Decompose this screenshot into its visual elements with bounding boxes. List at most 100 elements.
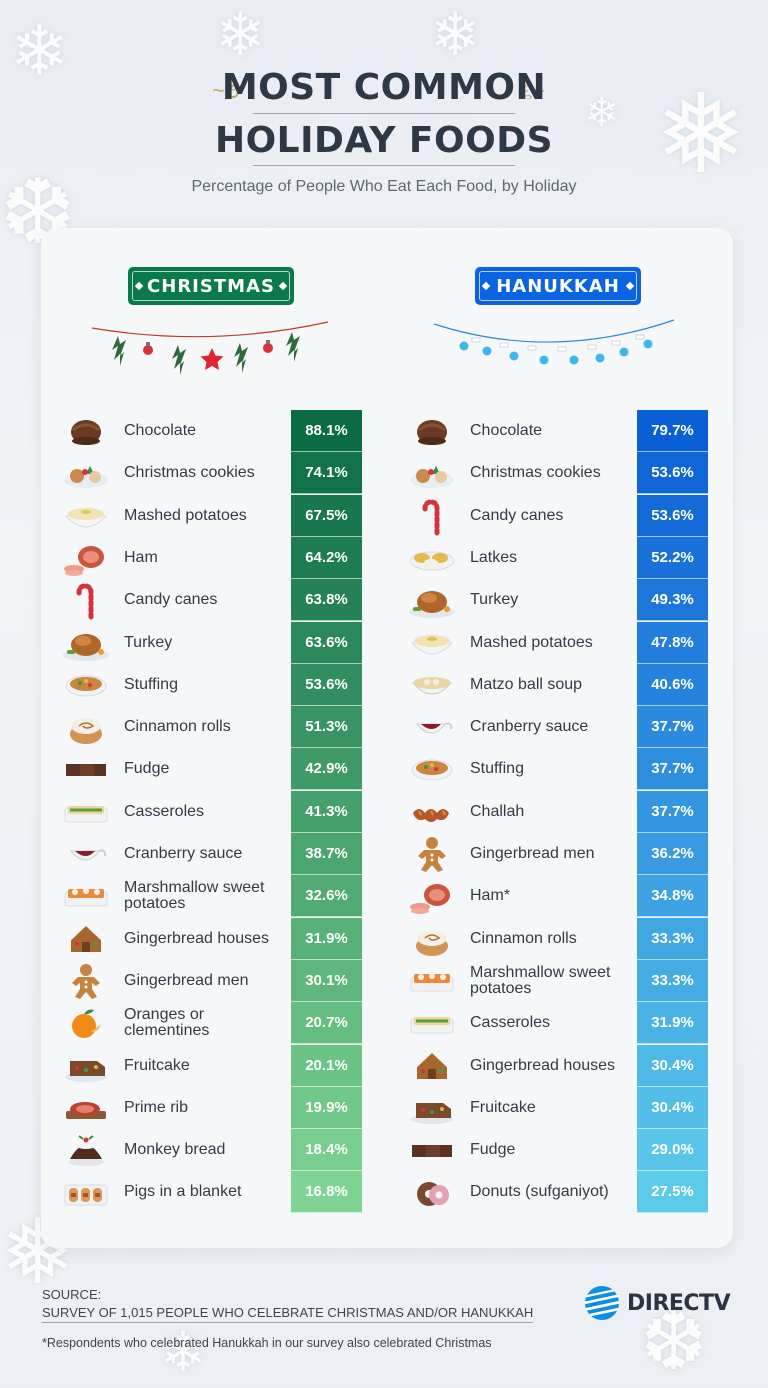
percentage-cell: 47.8%	[637, 621, 708, 664]
att-globe-icon	[585, 1286, 619, 1320]
table-row: Gingerbread houses 31.9%	[61, 917, 362, 960]
food-label: Gingerbread houses	[470, 1056, 615, 1074]
table-row: Ham* 34.8%	[407, 875, 708, 918]
food-label: Latkes	[470, 548, 518, 566]
candycane-icon	[61, 579, 111, 621]
percentage-cell: 64.2%	[291, 536, 362, 579]
percentage-cell: 37.7%	[637, 706, 708, 749]
mashed-icon	[407, 622, 457, 664]
percentage-cell: 30.1%	[291, 959, 362, 1002]
percentage-cell: 27.5%	[637, 1171, 708, 1214]
food-label: Candy canes	[470, 506, 564, 524]
table-row: Fudge 42.9%	[61, 748, 362, 791]
source-text: SURVEY OF 1,015 PEOPLE WHO CELEBRATE CHR…	[42, 1305, 534, 1323]
percentage-cell: 32.6%	[291, 875, 362, 918]
hanukkah-title: HANUKKAH	[496, 275, 620, 297]
percentage-cell: 16.8%	[291, 1171, 362, 1214]
pigs-icon	[61, 1171, 111, 1213]
percentage-cell: 20.7%	[291, 1002, 362, 1045]
percentage-cell: 41.3%	[291, 790, 362, 833]
percentage-cell: 30.4%	[637, 1086, 708, 1129]
percentage-cell: 51.3%	[291, 706, 362, 749]
percentage-cell: 37.7%	[637, 790, 708, 833]
food-label: Stuffing	[124, 675, 178, 693]
table-row: Fruitcake 30.4%	[407, 1086, 708, 1129]
food-label: Cranberry sauce	[124, 845, 243, 862]
fudge-icon	[407, 1129, 457, 1171]
fruitcake-icon	[407, 1087, 457, 1129]
food-label: Ham*	[470, 887, 511, 905]
candycane-icon	[407, 495, 457, 537]
table-row: Cinnamon rolls 33.3%	[407, 917, 708, 960]
percentage-cell: 29.0%	[637, 1129, 708, 1172]
food-label: Oranges or clementines	[124, 1006, 210, 1040]
title-divider	[253, 165, 515, 166]
table-row: Challah 37.7%	[407, 790, 708, 833]
table-row: Cranberry sauce 38.7%	[61, 833, 362, 875]
table-row: Monkey bread 18.4%	[61, 1129, 362, 1172]
cinnamon-icon	[407, 918, 457, 960]
percentage-cell: 33.3%	[637, 959, 708, 1002]
sweetpotato-icon	[61, 875, 111, 917]
latkes-icon	[407, 537, 457, 579]
table-row: Latkes 52.2%	[407, 536, 708, 579]
food-label: Christmas cookies	[470, 464, 601, 482]
food-label: Matzo ball soup	[470, 675, 583, 693]
gbman-icon	[407, 833, 457, 875]
cinnamon-icon	[61, 706, 111, 748]
christmas-title: CHRISTMAS	[147, 275, 275, 297]
ham-icon	[61, 537, 111, 579]
casserole-icon	[61, 791, 111, 833]
title-line-1: MOST COMMON	[221, 67, 547, 108]
cookies-icon	[407, 452, 457, 494]
percentage-cell: 53.6%	[637, 494, 708, 537]
title-line-2: HOLIDAY FOODS	[214, 120, 554, 161]
donut-icon	[407, 1171, 457, 1213]
table-row: Stuffing 37.7%	[407, 748, 708, 791]
percentage-cell: 18.4%	[291, 1129, 362, 1172]
food-label: Turkey	[470, 591, 519, 609]
percentage-cell: 31.9%	[291, 917, 362, 960]
table-row: Casseroles 31.9%	[407, 1002, 708, 1045]
percentage-cell: 42.9%	[291, 748, 362, 791]
snowflake-icon: ❄	[585, 90, 619, 136]
percentage-cell: 49.3%	[637, 579, 708, 622]
food-label: Chocolate	[470, 422, 543, 439]
percentage-cell: 19.9%	[291, 1086, 362, 1129]
percentage-cell: 20.1%	[291, 1044, 362, 1087]
cranberry-icon	[61, 833, 111, 875]
percentage-cell: 88.1%	[291, 410, 362, 452]
food-label: Fruitcake	[124, 1056, 190, 1074]
food-label: Prime rib	[124, 1098, 189, 1116]
gbhouse-icon	[61, 918, 111, 960]
table-row: Prime rib 19.9%	[61, 1086, 362, 1129]
fruitcake-icon	[61, 1045, 111, 1087]
food-label: Gingerbread men	[470, 845, 595, 862]
christmas-badge: CHRISTMAS	[128, 267, 294, 305]
casserole-icon	[407, 1002, 457, 1044]
hanukkah-garland-icon	[433, 319, 675, 365]
food-label: Fudge	[124, 760, 170, 778]
snowflake-icon: ❄	[10, 10, 69, 92]
stuffing-icon	[407, 748, 457, 790]
sweetpotato-icon	[407, 960, 457, 1002]
gbhouse-icon	[407, 1045, 457, 1087]
stuffing-icon	[61, 664, 111, 706]
percentage-cell: 40.6%	[637, 663, 708, 706]
table-row: Gingerbread men 30.1%	[61, 959, 362, 1002]
primerib-icon	[61, 1087, 111, 1129]
food-label: Cinnamon rolls	[470, 929, 577, 947]
table-row: Fruitcake 20.1%	[61, 1044, 362, 1087]
orange-icon	[61, 1002, 111, 1044]
subtitle: Percentage of People Who Eat Each Food, …	[191, 178, 577, 195]
table-row: Stuffing 53.6%	[61, 663, 362, 706]
footnote: *Respondents who celebrated Hanukkah in …	[42, 1336, 492, 1350]
turkey-icon	[407, 579, 457, 621]
snowflake-icon: ❅	[655, 70, 748, 198]
cranberry-icon	[407, 706, 457, 748]
mashed-icon	[61, 495, 111, 537]
matzo-icon	[407, 664, 457, 706]
food-label: Fudge	[470, 1141, 516, 1159]
food-label: Ham	[124, 548, 158, 566]
food-label: Marshmallow sweet potatoes	[470, 963, 611, 997]
